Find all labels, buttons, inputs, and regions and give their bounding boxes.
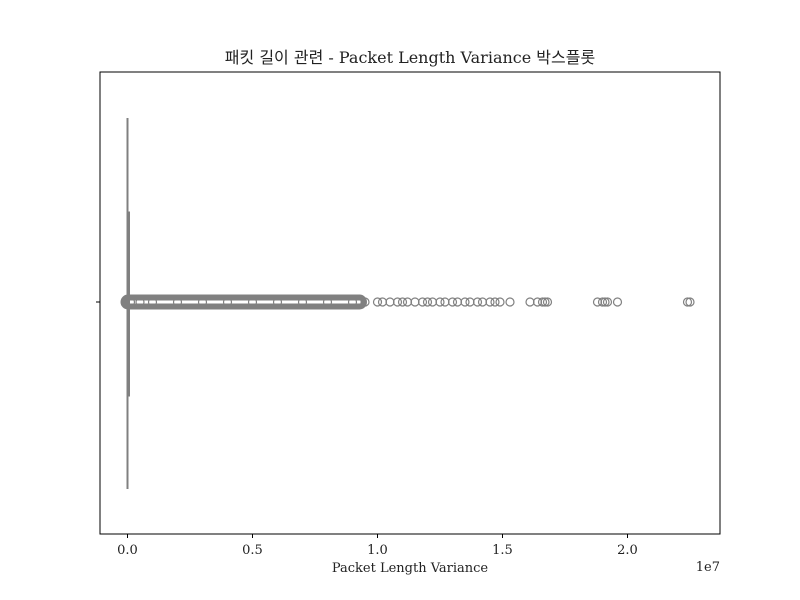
outlier-point: [272, 297, 283, 307]
outlier-point: [360, 297, 370, 307]
plot-area: [120, 118, 695, 489]
outlier-point: [297, 297, 308, 307]
outlier-point: [472, 297, 483, 307]
outlier-point: [460, 297, 470, 307]
outlier-point: [600, 297, 610, 307]
outlier-point: [495, 297, 505, 307]
outlier-point: [347, 297, 358, 307]
x-axis: 0.0 0.5 1.0 1.5 2.0: [117, 534, 638, 558]
outlier-point: [172, 297, 183, 307]
outlier-point: [422, 297, 433, 307]
outlier-point: [685, 297, 695, 307]
x-tick-label: 1.5: [492, 543, 513, 558]
outlier-point: [537, 297, 548, 307]
outlier-point: [372, 297, 383, 307]
outlier-point: [222, 297, 233, 307]
outlier-point: [542, 297, 553, 307]
outlier-point: [125, 297, 136, 307]
outlier-point: [682, 297, 693, 307]
outlier-point: [402, 297, 413, 307]
outlier-point: [465, 297, 475, 307]
outlier-point: [377, 297, 388, 307]
outlier-point: [440, 297, 450, 307]
x-tick-label: 2.0: [617, 543, 638, 558]
outlier-point: [397, 297, 408, 307]
x-axis-label: Packet Length Variance: [332, 561, 489, 576]
outlier-point: [417, 297, 428, 307]
chart-title: 패킷 길이 관련 - Packet Length Variance 박스플롯: [225, 48, 595, 67]
outlier-point: [392, 297, 403, 307]
outlier-point: [490, 297, 500, 307]
outlier-point: [540, 297, 550, 307]
outlier-point: [135, 297, 145, 307]
outlier-point: [447, 297, 458, 307]
outlier-point: [505, 297, 515, 307]
outlier-point: [147, 297, 158, 307]
outlier-point: [322, 297, 333, 307]
outlier-point: [525, 297, 535, 307]
plot-frame: [99, 71, 721, 535]
outlier-point: [435, 297, 445, 307]
outlier-point: [247, 297, 258, 307]
outlier-point: [410, 297, 420, 307]
x-axis-scale-label: 1e7: [696, 560, 720, 575]
outlier-dense-range: [120, 294, 367, 310]
x-tick-label: 0.5: [242, 543, 263, 558]
outlier-point: [385, 297, 395, 307]
outlier-point: [485, 297, 495, 307]
outlier-point: [597, 297, 608, 307]
x-tick-label: 1.0: [367, 543, 388, 558]
outlier-point: [602, 297, 613, 307]
x-tick-label: 0.0: [117, 543, 138, 558]
outlier-point: [477, 297, 488, 307]
outlier-point: [612, 297, 623, 307]
outlier-point: [197, 297, 208, 307]
outlier-point: [452, 297, 463, 307]
outlier-point: [427, 297, 438, 307]
